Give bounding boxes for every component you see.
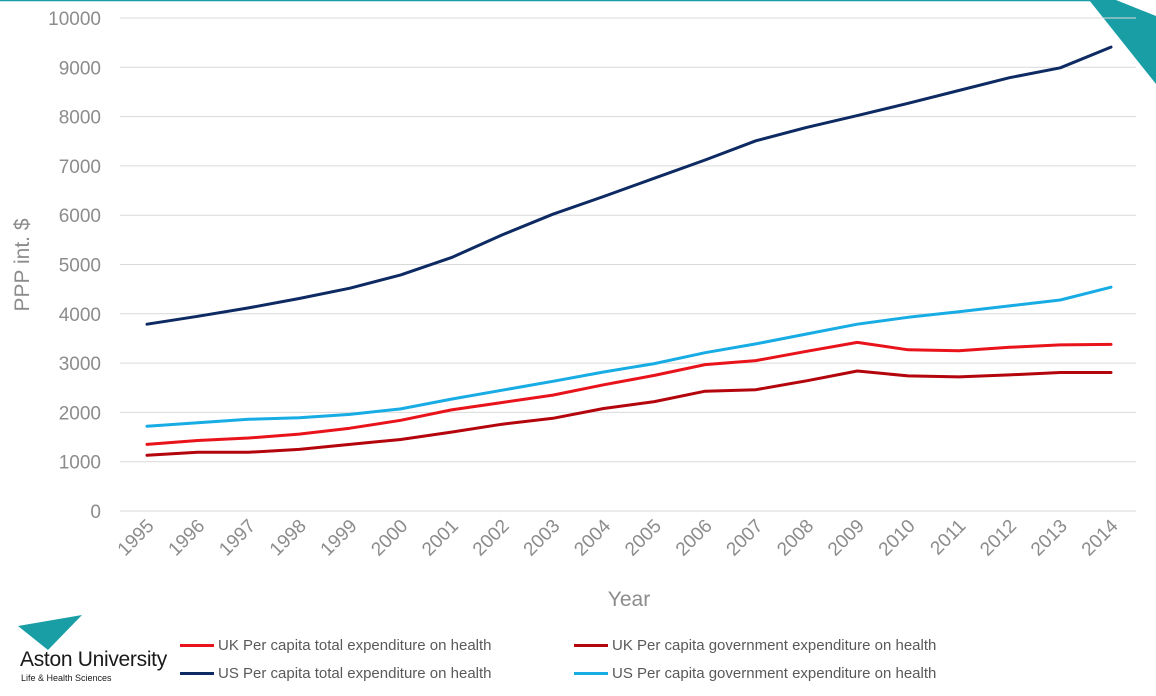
corner-decoration	[1089, 0, 1156, 84]
y-tick-label: 3000	[59, 354, 101, 375]
x-tick-label: 2011	[927, 516, 971, 560]
y-tick-label: 9000	[59, 58, 101, 79]
legend-label: US Per capita government expenditure on …	[612, 665, 937, 682]
legend-item: UK Per capita total expenditure on healt…	[180, 637, 492, 654]
y-tick-label: 2000	[59, 403, 101, 424]
y-axis-ticks: 0 1000 2000 3000 4000 5000 6000 7000 8000 9000 100…	[48, 9, 101, 523]
series-line-2	[145, 45, 1113, 326]
x-tick-label: 2000	[367, 516, 412, 561]
x-tick-label: 2006	[672, 516, 717, 561]
x-tick-label: 2010	[875, 516, 920, 561]
legend-swatch	[574, 672, 608, 675]
series-line-0	[145, 340, 1113, 446]
x-tick-label: 2002	[469, 516, 514, 561]
logo-name: Aston University	[20, 648, 167, 671]
y-tick-label: 5000	[59, 256, 101, 277]
series-lines	[145, 45, 1113, 457]
series-line-3	[145, 285, 1113, 428]
y-tick-label: 10000	[48, 9, 101, 30]
x-tick-label: 2005	[621, 516, 666, 561]
logo-triangle	[18, 615, 82, 650]
x-tick-label: 2014	[1078, 515, 1123, 560]
x-axis-ticks: 1995 1996 1997 1998 1999 2000 2001 2002 2003 2004…	[114, 515, 1123, 560]
x-tick-label: 2004	[570, 515, 615, 560]
legend-item: US Per capita total expenditure on healt…	[180, 665, 492, 682]
x-tick-label: 1996	[165, 516, 210, 561]
x-tick-label: 1997	[215, 516, 260, 561]
y-tick-label: 8000	[59, 108, 101, 129]
x-tick-label: 2013	[1027, 516, 1072, 561]
legend-label: US Per capita total expenditure on healt…	[218, 665, 492, 682]
x-tick-label: 2003	[520, 516, 565, 561]
y-tick-label: 1000	[59, 453, 101, 474]
x-tick-label: 2007	[723, 516, 768, 561]
y-axis-title: PPP int. $	[11, 218, 34, 311]
legend-label: UK Per capita total expenditure on healt…	[218, 637, 492, 654]
x-tick-label: 1999	[317, 516, 362, 561]
series-line-1	[145, 369, 1113, 457]
legend-item: UK Per capita government expenditure on …	[574, 637, 936, 654]
x-tick-label: 2008	[773, 516, 818, 561]
legend-swatch	[180, 644, 214, 647]
y-tick-label: 7000	[59, 157, 101, 178]
legend-swatch	[574, 644, 608, 647]
x-tick-label: 2009	[824, 516, 869, 561]
x-tick-label: 1995	[114, 516, 159, 561]
x-tick-label: 1998	[266, 516, 311, 561]
logo-subtitle: Life & Health Sciences	[21, 673, 112, 683]
x-tick-label: 2012	[976, 516, 1021, 561]
legend-label: UK Per capita government expenditure on …	[612, 637, 937, 654]
y-tick-label: 0	[90, 502, 101, 523]
x-axis-title: Year	[608, 588, 650, 611]
y-tick-label: 4000	[59, 305, 101, 326]
x-tick-label: 2001	[418, 516, 463, 561]
legend-swatch	[180, 672, 214, 675]
legend-item: US Per capita government expenditure on …	[574, 665, 936, 682]
corner-decoration-inner	[1116, 0, 1156, 16]
y-tick-label: 6000	[59, 206, 101, 227]
gridlines	[120, 17, 1136, 512]
